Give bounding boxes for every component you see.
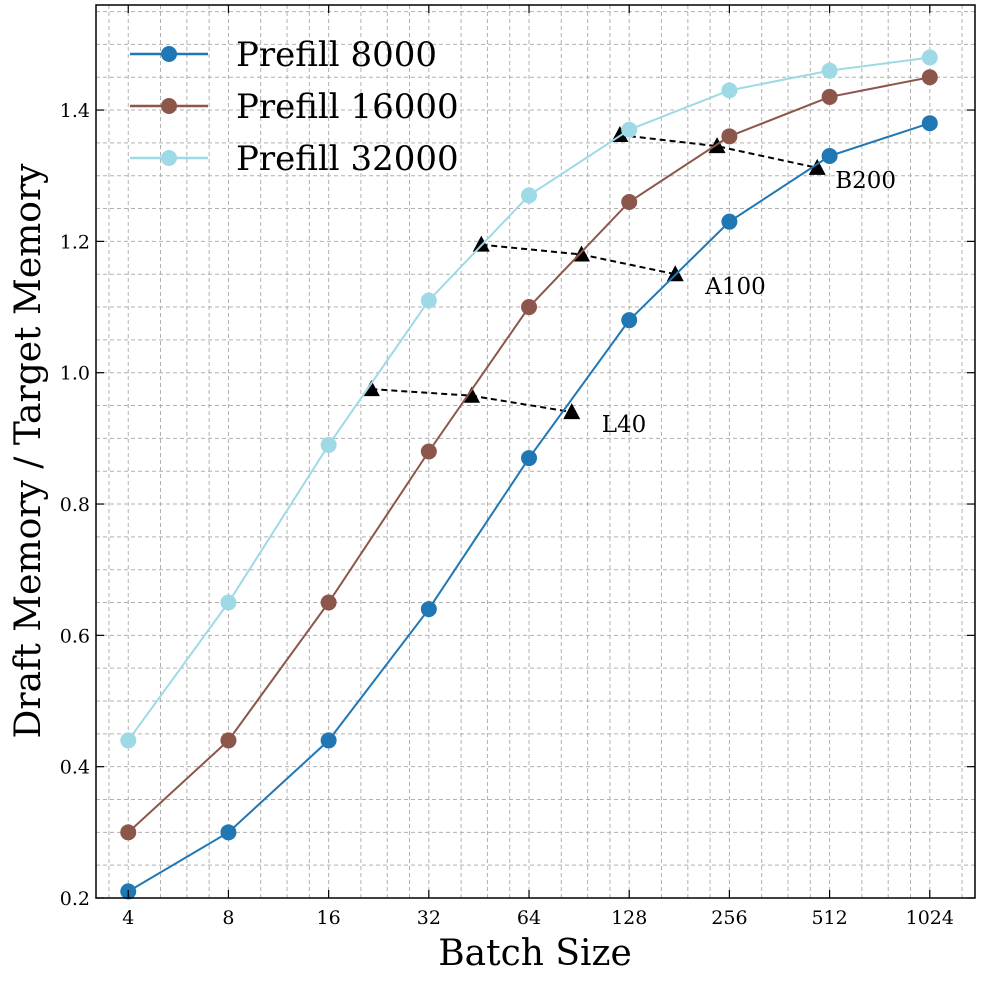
series-point: [621, 312, 638, 329]
gpu-marker: [472, 235, 490, 252]
y-tick-label: 0.6: [60, 625, 90, 647]
plot-frame: [95, 4, 976, 899]
x-tick-label: 256: [711, 907, 747, 929]
series-point: [821, 148, 838, 165]
legend: Prefill 8000 Prefill 16000 Prefill 32000: [130, 35, 459, 179]
gpu-label-b200: B200: [835, 168, 896, 194]
y-tick-label: 0.8: [60, 494, 90, 516]
ticks: 4 8 16 32 64 128 256 512 1024 0.2 0.4 0.6 0.8 1.0 1.2 1…: [60, 5, 975, 929]
legend-marker: [161, 98, 177, 114]
x-tick-label: 4: [122, 907, 134, 929]
y-tick-label: 0.2: [60, 888, 90, 910]
legend-label: Prefill 32000: [236, 139, 459, 179]
gpu-marker: [808, 158, 826, 175]
x-tick-label: 32: [417, 907, 441, 929]
y-tick-label: 1.0: [60, 363, 90, 385]
gpu-label-l40: L40: [602, 412, 647, 438]
grid: [96, 5, 975, 899]
series-point: [220, 594, 237, 611]
series-point: [921, 115, 938, 132]
y-axis-title: Draft Memory / Target Memory: [8, 163, 49, 739]
legend-marker: [161, 150, 177, 166]
series-point: [921, 69, 938, 86]
series-point: [821, 62, 838, 79]
series-point: [721, 82, 738, 99]
series-point: [220, 732, 237, 749]
series-point: [621, 121, 638, 138]
series-point: [721, 128, 738, 145]
series-point: [621, 193, 638, 210]
gpu-label-a100: A100: [704, 274, 766, 300]
x-tick-label: 8: [222, 907, 234, 929]
gpu-marker: [362, 380, 380, 397]
y-tick-label: 1.2: [60, 231, 90, 253]
x-axis-title: Batch Size: [438, 933, 632, 974]
series-point: [320, 594, 337, 611]
series-point: [821, 88, 838, 105]
legend-label: Prefill 16000: [236, 87, 459, 127]
gpu-marker: [463, 386, 481, 403]
x-tick-label: 1024: [906, 907, 954, 929]
series-point: [420, 601, 437, 618]
series-point: [320, 436, 337, 453]
series-point: [120, 732, 137, 749]
series-point: [120, 824, 137, 841]
plot-area: [96, 5, 975, 898]
gpu-line-b200: [619, 134, 818, 169]
series-point: [420, 292, 437, 309]
x-tick-label: 64: [517, 907, 541, 929]
series-point: [721, 213, 738, 230]
series-point: [521, 187, 538, 204]
series-point: [921, 49, 938, 66]
gpu-marker: [563, 403, 581, 420]
series-group: [120, 49, 938, 900]
x-tick-label: 128: [611, 907, 647, 929]
legend-marker: [161, 46, 177, 62]
series-point: [420, 443, 437, 460]
y-tick-label: 1.4: [60, 100, 90, 122]
gpu-marker: [666, 265, 684, 282]
series-point: [521, 450, 538, 467]
x-tick-label: 16: [317, 907, 341, 929]
legend-label: Prefill 8000: [236, 35, 437, 75]
x-tick-label: 512: [811, 907, 847, 929]
series-point: [220, 824, 237, 841]
series-point: [320, 732, 337, 749]
series-point: [521, 299, 538, 316]
y-tick-label: 0.4: [60, 757, 90, 779]
